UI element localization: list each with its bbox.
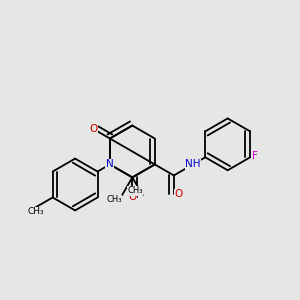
Text: F: F: [252, 151, 257, 161]
Text: CH₃: CH₃: [28, 207, 44, 216]
Text: O: O: [89, 124, 97, 134]
Text: O: O: [128, 192, 136, 202]
Text: CH₃: CH₃: [106, 195, 122, 204]
Text: NH: NH: [185, 159, 201, 170]
Text: CH₃: CH₃: [127, 186, 143, 195]
Text: O: O: [174, 189, 182, 199]
Text: N: N: [106, 159, 114, 170]
